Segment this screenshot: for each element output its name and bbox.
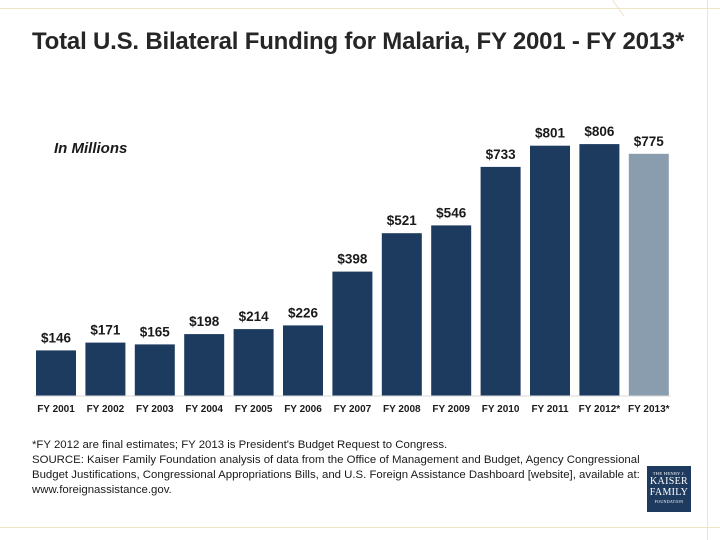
bar-fy-2002 xyxy=(85,342,126,396)
x-tick-fy-2007: FY 2007 xyxy=(334,404,372,415)
data-label-fy-2009: $546 xyxy=(436,205,467,220)
x-tick-fy-2011: FY 2011 xyxy=(531,404,569,415)
unit-label: In Millions xyxy=(54,140,128,157)
logo-line-3: FAMILY xyxy=(649,487,689,498)
x-tick-fy-2010: FY 2010 xyxy=(482,404,520,415)
bar-fy-2001 xyxy=(36,350,76,396)
x-tick-fy-2006: FY 2006 xyxy=(284,404,322,415)
bar-fy-2009 xyxy=(431,225,472,396)
frame-line-right xyxy=(707,0,708,540)
x-tick-fy-2003: FY 2003 xyxy=(136,404,174,415)
bar-fy-2011 xyxy=(530,145,570,396)
slide: Total U.S. Bilateral Funding for Malaria… xyxy=(16,16,700,516)
logo-line-1: THE HENRY J. xyxy=(652,471,686,476)
data-label-fy-2007: $398 xyxy=(337,252,368,267)
bar-fy-2012 xyxy=(579,144,620,396)
x-tick-fy-2002: FY 2002 xyxy=(87,404,125,415)
data-label-fy-2011: $801 xyxy=(535,126,566,141)
data-label-fy-2005: $214 xyxy=(239,309,270,324)
bar-fy-2005 xyxy=(233,329,274,396)
data-label-fy-2008: $521 xyxy=(387,213,418,228)
bar-fy-2007 xyxy=(332,271,373,396)
kaiser-logo: THE HENRY J. KAISER FAMILY FOUNDATION xyxy=(647,466,691,512)
x-tick-fy-2005: FY 2005 xyxy=(235,404,273,415)
footnote-source-3: www.foreignassistance.gov. xyxy=(32,484,172,496)
logo-line-2: KAISER xyxy=(650,476,688,487)
x-tick-fy-2008: FY 2008 xyxy=(383,404,421,415)
bar-chart: $146 FY 2001 $171 FY 2002 $165 FY 2003 $198 FY … xyxy=(34,124,671,415)
bar-fy-2010 xyxy=(480,166,521,396)
bar-fy-2008 xyxy=(381,233,422,396)
data-label-fy-2006: $226 xyxy=(288,305,319,320)
data-label-fy-2004: $198 xyxy=(189,314,220,329)
x-tick-fy-2012: FY 2012* xyxy=(579,404,621,415)
data-label-fy-2010: $733 xyxy=(486,147,517,162)
x-tick-fy-2013: FY 2013* xyxy=(628,404,670,415)
footnotes: *FY 2012 are final estimates; FY 2013 is… xyxy=(32,438,640,498)
footnote-source-2: Budget Justifications, Congressional App… xyxy=(32,469,640,481)
footnote-estimate: *FY 2012 are final estimates; FY 2013 is… xyxy=(32,439,448,451)
bar-fy-2004 xyxy=(184,334,225,396)
frame-line-top xyxy=(0,8,720,9)
x-tick-fy-2009: FY 2009 xyxy=(432,404,470,415)
data-label-fy-2012: $806 xyxy=(584,124,615,139)
bar-fy-2013 xyxy=(628,153,669,396)
bar-fy-2003 xyxy=(134,344,175,396)
data-label-fy-2013: $775 xyxy=(634,134,665,149)
bar-fy-2006 xyxy=(283,325,323,396)
x-tick-fy-2004: FY 2004 xyxy=(185,404,223,415)
data-label-fy-2002: $171 xyxy=(90,323,121,338)
chart-title: Total U.S. Bilateral Funding for Malaria… xyxy=(32,28,685,55)
data-label-fy-2003: $165 xyxy=(140,324,171,339)
footnote-source-1: SOURCE: Kaiser Family Foundation analysi… xyxy=(32,454,640,466)
x-tick-fy-2001: FY 2001 xyxy=(37,404,75,415)
frame-line-bottom xyxy=(0,527,720,528)
data-label-fy-2001: $146 xyxy=(41,330,72,345)
logo-line-4: FOUNDATION xyxy=(654,499,684,504)
